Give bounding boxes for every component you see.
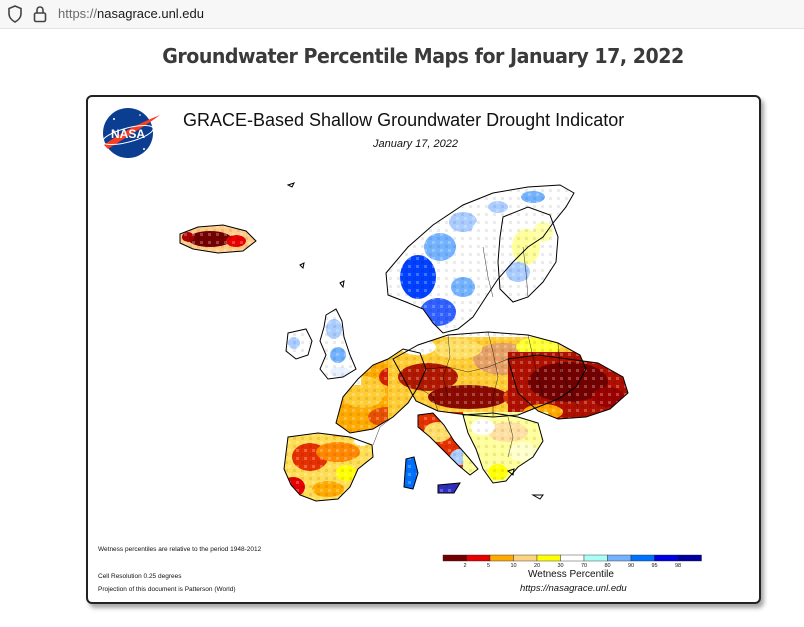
- legend-tick-label: 70: [581, 563, 588, 569]
- legend-tick-label: 30: [557, 563, 564, 569]
- legend-swatch: [583, 554, 608, 562]
- legend-swatch: [607, 554, 632, 562]
- legend-title: Wetness Percentile: [528, 569, 614, 580]
- legend-tick-label: 80: [604, 563, 611, 569]
- note-period: Wetness percentiles are relative to the …: [98, 546, 262, 553]
- legend-tick-label: 98: [675, 563, 682, 569]
- coastlines: [179, 184, 629, 502]
- browser-url-bar[interactable]: https://nasagrace.unl.edu: [0, 0, 804, 29]
- shield-icon[interactable]: [7, 5, 23, 23]
- country-borders: [372, 246, 579, 458]
- map-date: January 17, 2022: [373, 138, 459, 150]
- europe-drought-map: [179, 182, 702, 562]
- legend-url: https://nasagrace.unl.edu: [520, 583, 627, 594]
- legend-swatch: [677, 554, 702, 562]
- note-resolution: Cell Resolution 0.25 degrees: [98, 573, 182, 580]
- svg-text:NASA: NASA: [111, 127, 145, 141]
- legend-tick-label: 20: [534, 563, 541, 569]
- legend-tick-label: 90: [628, 563, 635, 569]
- map-title: GRACE-Based Shallow Groundwater Drought …: [183, 110, 625, 130]
- legend-tick-label: 95: [651, 563, 658, 569]
- legend-swatch: [536, 554, 561, 562]
- map-figure: NASA GRACE-Based Shallow Groundwater Dro…: [86, 95, 761, 604]
- legend-tick-label: 2: [463, 563, 467, 569]
- nasa-logo: NASA: [102, 108, 160, 158]
- url-host: nasagrace.unl.edu: [97, 6, 205, 21]
- small-islands: [286, 182, 544, 500]
- legend-swatch: [489, 554, 514, 562]
- page-title: Groundwater Percentile Maps for January …: [162, 44, 684, 68]
- note-projection: Projection of this document is Patterson…: [98, 586, 236, 593]
- legend-tick-label: 10: [510, 563, 517, 569]
- legend-swatch: [560, 554, 585, 562]
- legend-swatch: [630, 554, 655, 562]
- legend-swatch: [654, 554, 679, 562]
- legend-swatch: [513, 554, 538, 562]
- legend-swatch: [442, 554, 467, 562]
- lock-icon[interactable]: [33, 5, 47, 23]
- legend-colorbar: [442, 554, 702, 562]
- url-scheme: https://: [58, 6, 98, 21]
- url-text[interactable]: https://nasagrace.unl.edu: [58, 6, 204, 21]
- percentile-raster: [180, 185, 628, 501]
- legend-tick-label: 5: [487, 563, 491, 569]
- legend-swatch: [466, 554, 491, 562]
